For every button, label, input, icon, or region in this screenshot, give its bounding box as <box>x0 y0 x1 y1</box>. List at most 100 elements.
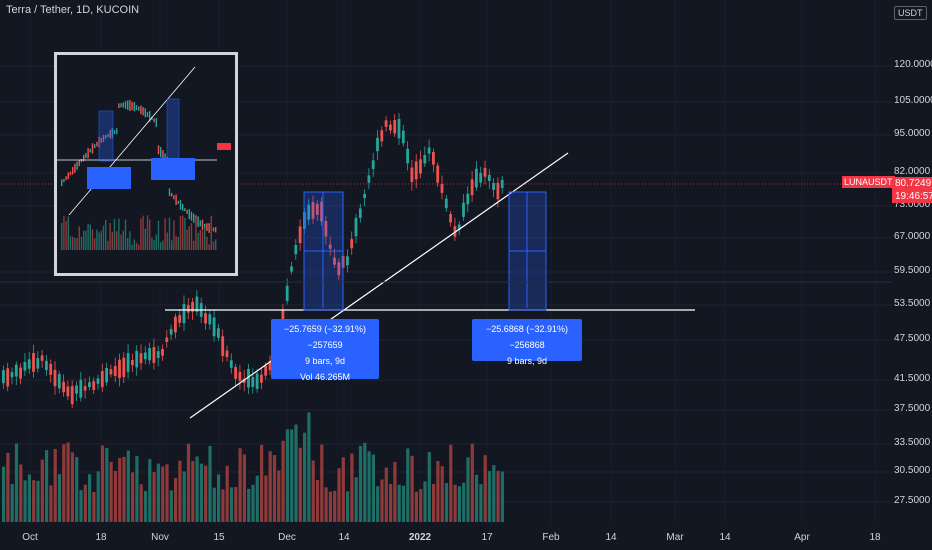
time-tick-label: 18 <box>95 532 107 543</box>
volume-bar <box>143 490 148 522</box>
candle <box>23 362 27 371</box>
candle <box>62 381 65 393</box>
candle <box>100 371 104 388</box>
currency-badge[interactable]: USDT <box>894 6 927 20</box>
measure-label-1[interactable]: −25.7659 (−32.91%) −257659 9 bars, 9d Vo… <box>271 319 379 382</box>
candle <box>479 173 483 183</box>
volume-bar <box>70 452 74 522</box>
candle <box>363 194 366 199</box>
symbol-title[interactable]: Terra / Tether, 1D, KUCOIN <box>6 4 140 16</box>
volume-bar <box>229 487 234 522</box>
candle <box>2 370 5 384</box>
volume-bar <box>324 487 328 522</box>
candle <box>14 364 18 377</box>
volume-bar <box>397 484 401 522</box>
time-tick-label: 14 <box>338 532 350 543</box>
volume-bar <box>75 457 79 522</box>
candle <box>217 328 220 338</box>
trend-line[interactable] <box>189 152 569 419</box>
volume-bar <box>414 491 418 522</box>
candle <box>457 224 461 230</box>
candle <box>212 317 216 337</box>
candle <box>371 160 375 170</box>
candle <box>234 367 237 379</box>
measure-2-change: −25.6868 (−32.91%) −256868 <box>485 324 569 350</box>
volume-bar <box>83 484 87 522</box>
candle <box>83 386 87 391</box>
price-tick-label: 82.0000 <box>894 166 931 177</box>
volume-bar <box>186 443 191 522</box>
volume-bar <box>10 484 14 522</box>
volume-bar <box>212 487 216 522</box>
bar-countdown: 19:46:57 <box>895 191 932 202</box>
volume-bars <box>2 412 504 522</box>
time-tick-label: Apr <box>794 532 810 543</box>
volume-bar <box>225 465 229 522</box>
volume-bar <box>427 451 431 522</box>
candle <box>496 182 500 200</box>
candle <box>195 296 199 312</box>
candle <box>320 201 323 222</box>
time-tick-label: 14 <box>719 532 731 543</box>
candle <box>221 336 225 356</box>
volume-bar <box>401 485 406 522</box>
candle <box>483 167 487 177</box>
candle <box>169 328 173 335</box>
volume-bar <box>238 448 242 522</box>
candle <box>96 378 100 384</box>
candle <box>436 165 440 183</box>
candle <box>397 118 401 139</box>
volume-bar <box>57 474 62 522</box>
ticker-tag: LUNAUSDT <box>842 176 895 188</box>
candle <box>229 360 233 368</box>
candle <box>466 193 470 205</box>
time-tick-label: Nov <box>151 532 169 543</box>
candle <box>186 305 190 313</box>
volume-bar <box>367 451 371 522</box>
last-price-tag: 80.7249 19:46:57 <box>892 177 932 203</box>
candle <box>10 372 14 378</box>
candle <box>251 377 255 387</box>
volume-bar <box>2 466 6 522</box>
volume-bar <box>475 474 479 522</box>
volume-bar <box>27 474 31 522</box>
volume-bar <box>178 460 182 522</box>
volume-bar <box>255 475 259 522</box>
candle <box>260 374 263 383</box>
volume-bar <box>419 489 423 522</box>
candle <box>126 353 130 372</box>
measure-label-2[interactable]: −25.6868 (−32.91%) −256868 9 bars, 9d <box>472 319 582 366</box>
candle <box>255 373 259 389</box>
candle <box>410 167 414 183</box>
volume-bar <box>53 448 57 522</box>
candle <box>242 378 246 383</box>
candle <box>113 366 117 377</box>
volume-bar <box>320 444 324 522</box>
volume-bar <box>389 483 393 522</box>
volume-bar <box>165 464 169 522</box>
volume-bar <box>122 456 126 522</box>
volume-bar <box>315 480 320 522</box>
volume-bar <box>449 444 453 522</box>
candle <box>307 204 311 220</box>
volume-bar <box>500 471 504 522</box>
candle <box>285 285 289 301</box>
volume-bar <box>268 451 272 522</box>
volume-bar <box>221 489 225 522</box>
volume-bar <box>49 485 53 522</box>
volume-bar <box>195 456 199 522</box>
candle <box>423 155 427 164</box>
volume-bar <box>40 459 44 522</box>
candle <box>178 315 182 323</box>
drawings[interactable] <box>165 152 695 419</box>
volume-bar <box>457 486 461 522</box>
volume-bar <box>290 429 294 522</box>
volume-bar <box>432 483 436 522</box>
candle <box>148 348 151 361</box>
volume-bar <box>113 470 117 522</box>
candle <box>27 359 31 369</box>
candle <box>122 357 126 378</box>
volume-bar <box>242 454 246 522</box>
volume-bar <box>88 474 92 522</box>
volume-bar <box>14 443 19 522</box>
